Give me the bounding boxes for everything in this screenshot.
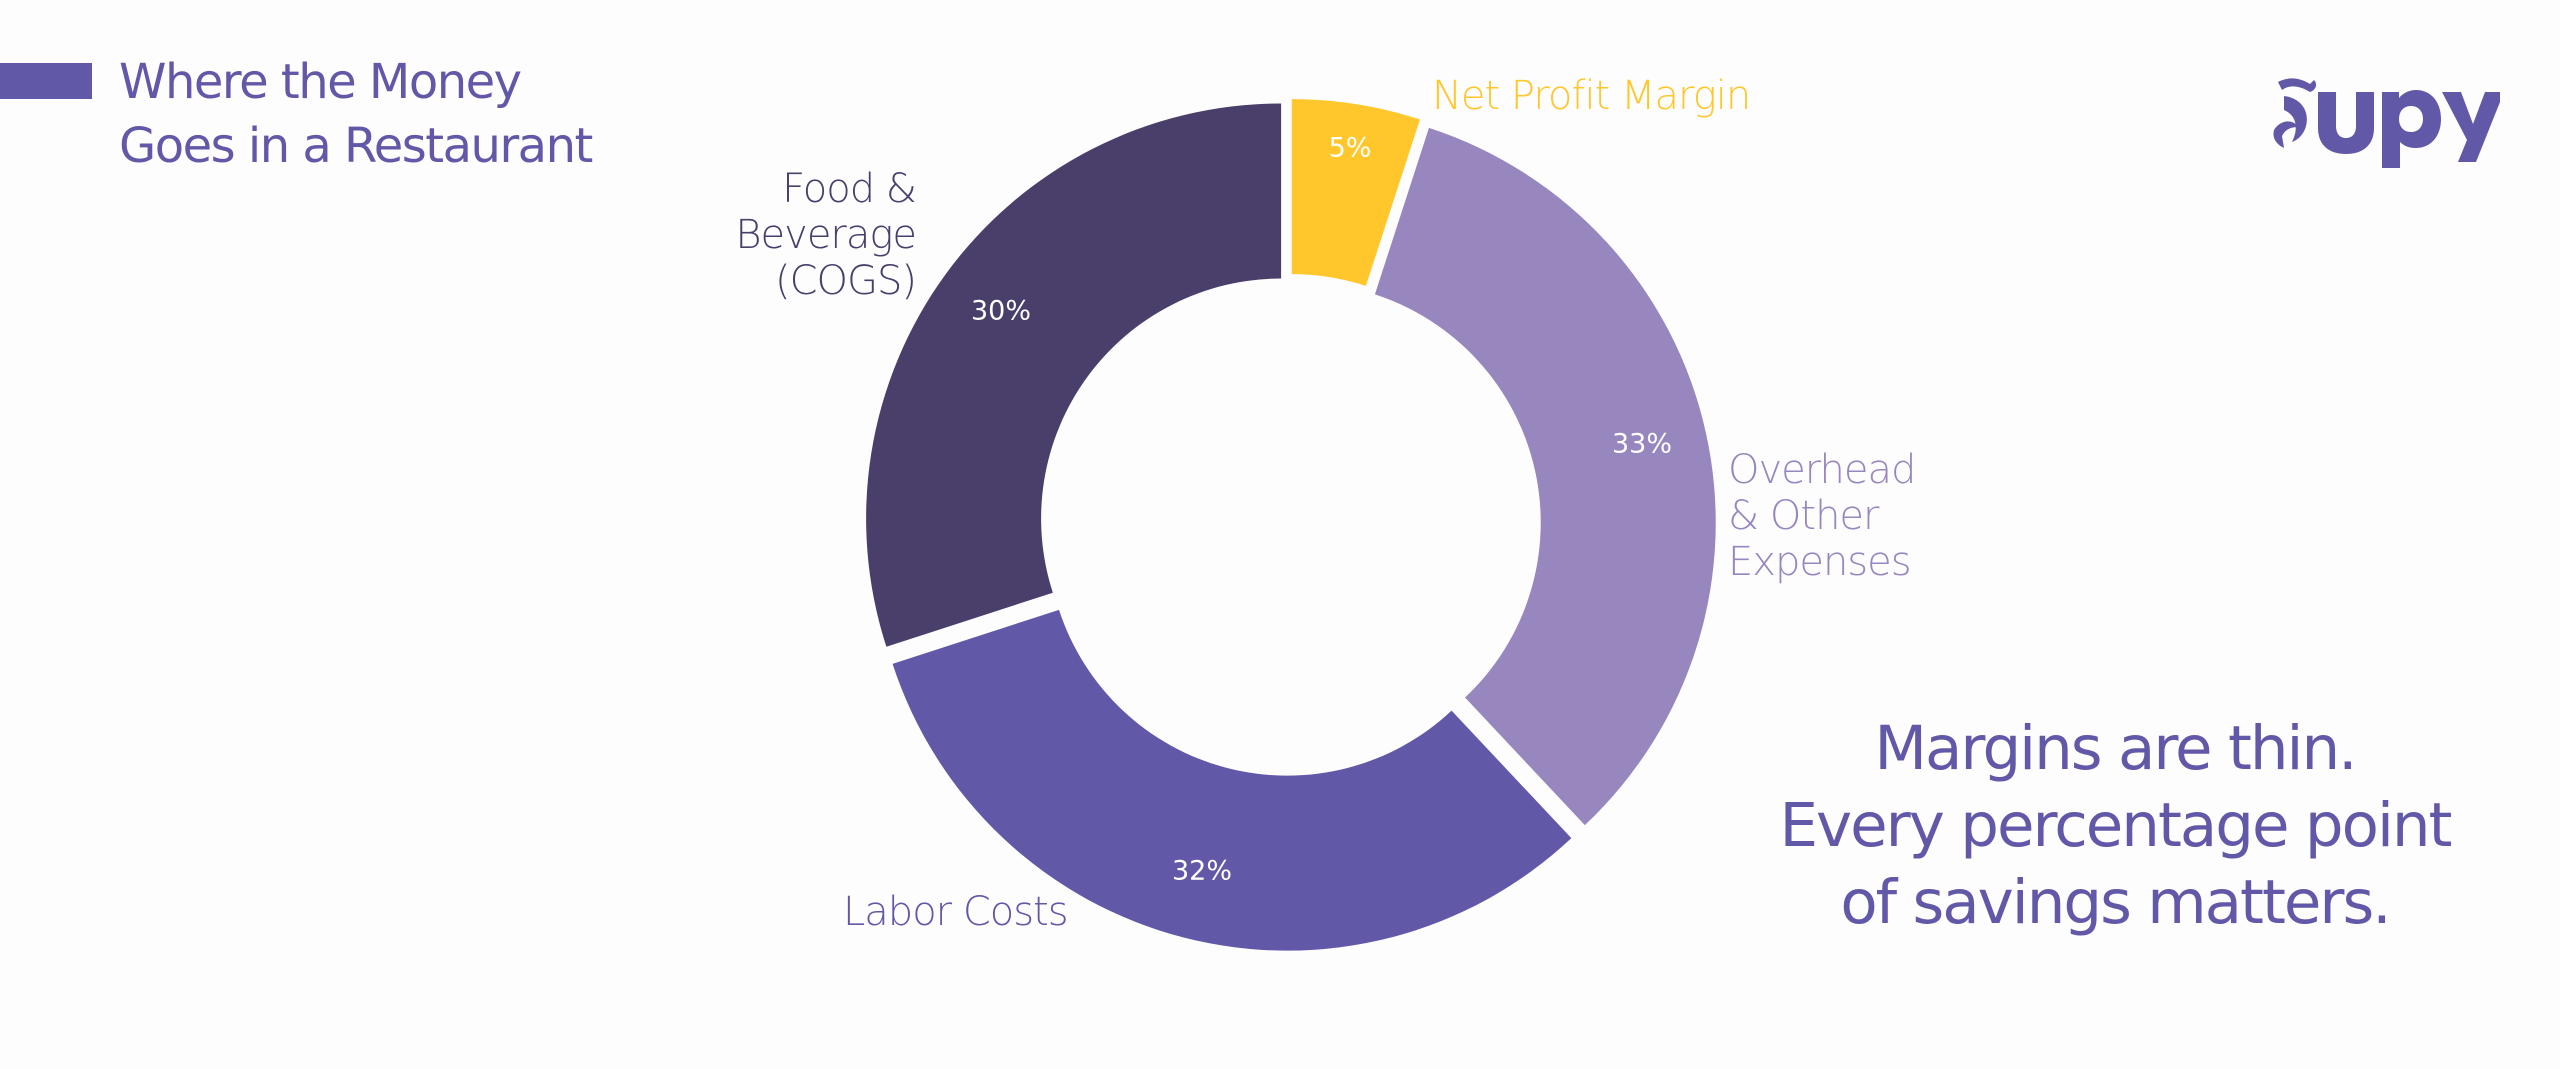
- tagline-line-3: of savings matters.: [1840, 867, 2391, 938]
- title-line-2: Goes in a Restaurant: [119, 118, 593, 174]
- label-food-beverage: Food & Beverage (COGS): [700, 166, 917, 304]
- value-label-food-beverage: 30%: [970, 295, 1032, 327]
- slice-food-beverage[interactable]: [866, 103, 1282, 647]
- value-label-labor: 32%: [1171, 855, 1233, 887]
- title-accent-bar: [0, 63, 92, 99]
- label-food-line-3: (COGS): [774, 258, 917, 304]
- page-title: Where the Money Goes in a Restaurant: [119, 50, 593, 178]
- title-line-1: Where the Money: [119, 54, 522, 110]
- value-label-overhead: 33%: [1611, 428, 1673, 460]
- slice-overhead[interactable]: [1374, 127, 1716, 826]
- tagline-line-2: Every percentage point: [1779, 790, 2453, 861]
- label-food-line-2: Beverage: [735, 212, 917, 258]
- slice-labor[interactable]: [892, 609, 1572, 951]
- label-overhead-line-3: Expenses: [1728, 539, 1912, 585]
- tagline-line-1: Margins are thin.: [1874, 713, 2357, 784]
- value-label-net-profit: 5%: [1328, 132, 1372, 164]
- supy-logo-icon: [2273, 78, 2500, 168]
- slice-net-profit[interactable]: [1291, 99, 1420, 286]
- label-overhead-line-2: & Other: [1728, 493, 1879, 539]
- label-labor: Labor Costs: [843, 889, 1069, 935]
- label-net-profit: Net Profit Margin: [1432, 73, 1751, 119]
- label-overhead: Overhead & Other Expenses: [1728, 447, 1916, 585]
- label-overhead-line-1: Overhead: [1728, 447, 1916, 493]
- tagline: Margins are thin. Every percentage point…: [1760, 710, 2470, 941]
- label-food-line-1: Food &: [782, 166, 917, 212]
